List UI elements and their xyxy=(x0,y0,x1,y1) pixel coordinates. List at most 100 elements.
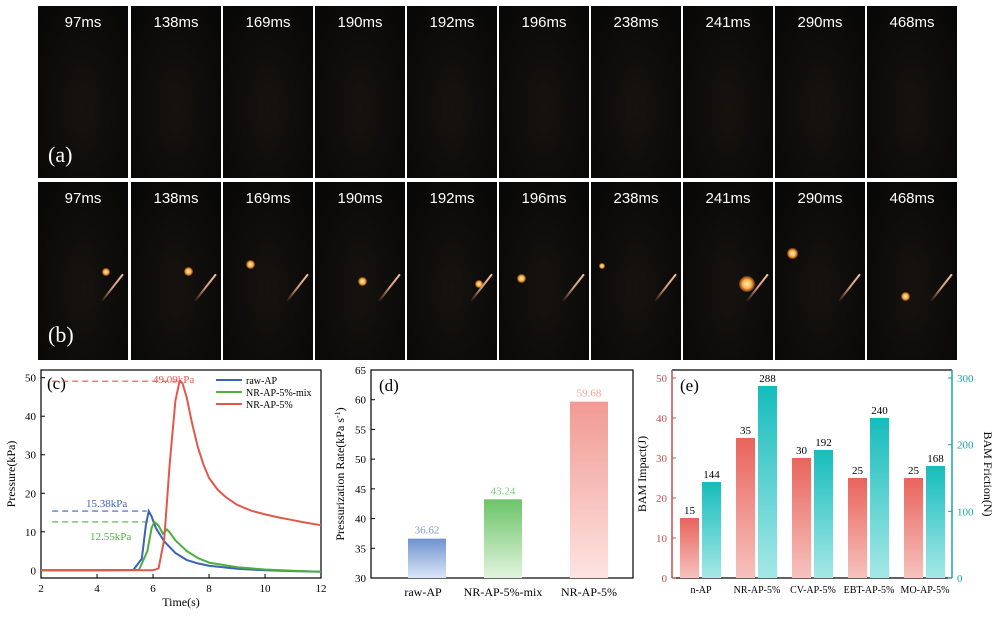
frame-a-7: 238ms xyxy=(591,6,681,178)
bar-friction-MO-AP-5% xyxy=(926,466,945,578)
frame-b-2: 138ms xyxy=(131,182,221,360)
frame-b-6: 196ms xyxy=(499,182,589,360)
frame-time-label: 169ms xyxy=(245,14,291,31)
bar-friction-value: 144 xyxy=(703,469,720,481)
y-tick-label: 20 xyxy=(656,493,668,505)
bar-friction-value: 240 xyxy=(871,405,888,417)
bar-impact-value: 25 xyxy=(852,465,864,477)
frame-time-label: 190ms xyxy=(337,190,383,207)
frame-a-10: 468ms xyxy=(867,6,957,178)
frame-a-5: 192ms xyxy=(407,6,497,178)
bar-friction-NR-AP-5% xyxy=(758,386,777,578)
y-right-tick-label: 200 xyxy=(957,440,974,452)
frame-a-1: 97ms xyxy=(38,6,128,178)
y-tick-label: 35 xyxy=(355,543,367,555)
bar-impact-MO-AP-5% xyxy=(904,478,923,578)
y-right-axis-label: BAM Friction(N) xyxy=(981,432,995,517)
bar-impact-EBT-AP-5% xyxy=(848,478,867,578)
y-axis-label-end: ) xyxy=(333,407,347,411)
y-tick-label: 60 xyxy=(355,395,367,407)
bar-friction-n-AP xyxy=(702,482,721,578)
y-axis-label: BAM Impact(J) xyxy=(635,436,649,512)
series-line-raw-AP xyxy=(41,508,322,573)
bar-impact-NR-AP-5% xyxy=(736,438,755,578)
x-tick-label: 12 xyxy=(316,583,327,595)
frame-a-2: 138ms xyxy=(131,6,221,178)
frame-time-label: 138ms xyxy=(153,14,199,31)
frame-time-label: 468ms xyxy=(889,190,935,207)
bar-friction-value: 192 xyxy=(815,437,832,449)
y-tick-label: 40 xyxy=(656,413,668,425)
bar-friction-value: 168 xyxy=(927,453,944,465)
x-category-label: EBT-AP-5% xyxy=(844,585,895,596)
x-tick-label: 8 xyxy=(206,583,212,595)
legend-label: NR-AP-5%-mix xyxy=(246,388,312,399)
x-category-label: NR-AP-5% xyxy=(561,585,617,599)
y-tick-label: 40 xyxy=(25,411,37,423)
y-tick-label: 55 xyxy=(355,424,367,436)
frame-time-label: 97ms xyxy=(64,190,102,207)
frame-b-8: 241ms xyxy=(683,182,773,360)
x-category-label: raw-AP xyxy=(404,585,442,599)
bar-value-label: 59.68 xyxy=(577,388,602,400)
flame-spot xyxy=(901,292,910,301)
y-tick-label: 30 xyxy=(656,453,668,465)
y-tick-label: 50 xyxy=(355,454,367,466)
frame-b-5: 192ms xyxy=(407,182,497,360)
bar-impact-value: 15 xyxy=(684,505,696,517)
y-axis-label: Pressurization Rate(kPa s-1) xyxy=(333,407,348,540)
frame-a-9: 290ms xyxy=(775,6,865,178)
plot-frame xyxy=(40,369,322,579)
legend-label: NR-AP-5% xyxy=(246,400,293,411)
bar-impact-value: 35 xyxy=(740,425,752,437)
x-tick-label: 6 xyxy=(150,583,156,595)
chart-pressure: 2 4 6 8 10 12 0 10 20 30 40 50 Time(s) Pressure(kPa) (… xyxy=(4,369,327,609)
y-tick-label: 20 xyxy=(25,488,37,500)
y-tick-label: 0 xyxy=(662,573,668,585)
x-tick-label: 10 xyxy=(260,583,272,595)
bar-impact-value: 30 xyxy=(796,445,808,457)
frame-time-label: 290ms xyxy=(797,190,843,207)
y-tick-label: 45 xyxy=(355,484,367,496)
flame-spot xyxy=(358,277,367,286)
frame-b-3: 169ms xyxy=(223,182,313,360)
y-axis-label-main: Pressurization Rate(kPa s xyxy=(333,418,347,541)
frame-time-label: 196ms xyxy=(521,190,567,207)
frame-time-label: 468ms xyxy=(889,14,935,31)
bar-impact-value: 25 xyxy=(908,465,920,477)
x-tick-label: 4 xyxy=(94,583,100,595)
x-category-label: NR-AP-5%-mix xyxy=(464,585,543,599)
frame-strip-b: 97ms 138ms 169ms 190ms 192ms 196ms 238ms 241ms 2… xyxy=(38,182,960,360)
chart-bam: 0 10 20 30 40 50 0 100 200 300 BAM Impact(J) BAM Fr… xyxy=(635,369,995,596)
bar-friction-value: 288 xyxy=(759,373,776,385)
peak-annotation: 49.09kPa xyxy=(153,374,194,386)
y-tick-label: 50 xyxy=(25,373,37,385)
frame-time-label: 196ms xyxy=(521,14,567,31)
peak-annotation: 12.55kPa xyxy=(90,531,131,543)
frame-strip-a: 97ms 138ms 169ms 190ms 192ms 196ms 238ms 241ms 2… xyxy=(38,6,960,178)
frame-a-3: 169ms xyxy=(223,6,313,178)
y-tick-label: 40 xyxy=(355,514,367,526)
flame-spot xyxy=(102,268,110,276)
bar-impact-CV-AP-5% xyxy=(792,458,811,578)
panel-label-b: (b) xyxy=(48,322,74,347)
flame-spot xyxy=(517,274,526,283)
y-right-tick-label: 0 xyxy=(957,573,963,585)
frame-a-8: 241ms xyxy=(683,6,773,178)
x-category-label: MO-AP-5% xyxy=(901,585,950,596)
x-category-label: NR-AP-5% xyxy=(734,585,781,596)
panel-label-e: (e) xyxy=(680,376,699,395)
series-line-NR-AP-5% xyxy=(41,379,322,572)
flame-spot xyxy=(787,248,798,259)
frame-time-label: 190ms xyxy=(337,14,383,31)
y-tick-label: 30 xyxy=(355,573,367,585)
y-tick-label: 50 xyxy=(656,373,668,385)
bar-value-label: 43.24 xyxy=(491,485,516,497)
y-right-tick-label: 100 xyxy=(957,506,974,518)
y-axis-label: Pressure(kPa) xyxy=(4,441,18,508)
bar-friction-CV-AP-5% xyxy=(814,450,833,578)
frame-b-7: 238ms xyxy=(591,182,681,360)
flame-spot xyxy=(184,267,193,276)
flame-spot xyxy=(739,276,755,292)
